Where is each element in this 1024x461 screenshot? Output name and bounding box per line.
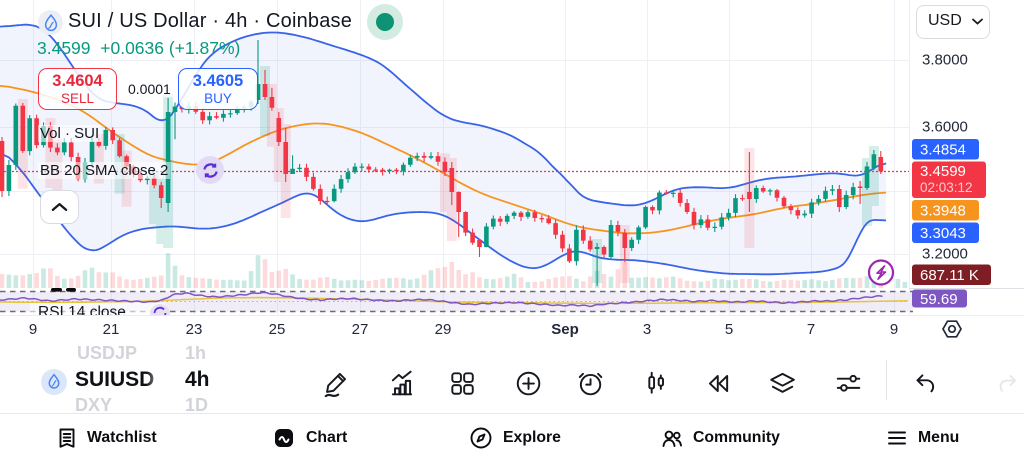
svg-text:7: 7 [807, 321, 815, 338]
svg-text:5: 5 [725, 321, 733, 338]
svg-text:27: 27 [352, 321, 369, 338]
svg-text:9: 9 [29, 321, 37, 338]
svg-text:3.4599: 3.4599 [920, 163, 966, 180]
svg-text:02:03:12: 02:03:12 [920, 180, 973, 195]
svg-text:3.3948: 3.3948 [920, 203, 966, 220]
svg-text:3.6000: 3.6000 [922, 119, 968, 136]
svg-text:3.8000: 3.8000 [922, 52, 968, 69]
svg-text:29: 29 [435, 321, 452, 338]
svg-text:25: 25 [269, 321, 286, 338]
svg-text:3.2000: 3.2000 [922, 246, 968, 263]
svg-text:Sep: Sep [551, 321, 579, 338]
svg-text:9: 9 [890, 321, 898, 338]
svg-text:23: 23 [186, 321, 203, 338]
svg-text:59.69: 59.69 [920, 291, 958, 308]
svg-text:3.4854: 3.4854 [920, 142, 966, 159]
svg-text:3: 3 [643, 321, 651, 338]
svg-text:21: 21 [103, 321, 120, 338]
svg-text:3.3043: 3.3043 [920, 225, 966, 242]
svg-text:687.11 K: 687.11 K [920, 267, 979, 284]
